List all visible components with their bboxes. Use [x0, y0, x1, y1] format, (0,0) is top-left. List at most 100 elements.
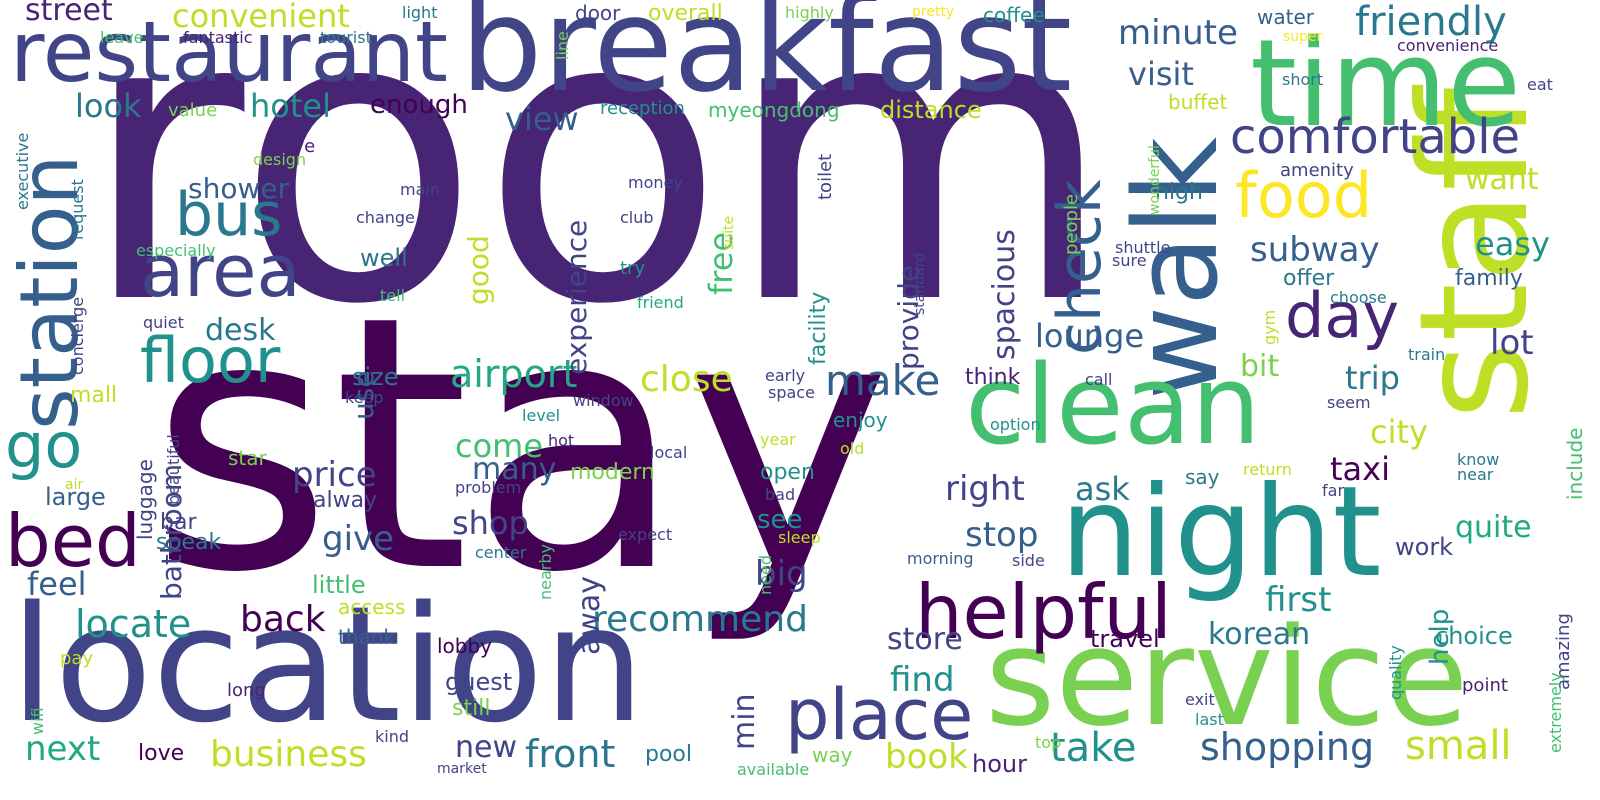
word-nearby: nearby: [536, 544, 555, 600]
word-amenity: amenity: [1280, 160, 1354, 181]
word-concierge: concierge: [68, 296, 87, 375]
word-breakfast: breakfast: [460, 0, 1073, 121]
word-family: family: [1455, 266, 1523, 291]
word-new: new: [455, 730, 518, 765]
word-keep: keep: [345, 388, 384, 407]
word-light: light: [402, 3, 438, 22]
word-back: back: [240, 599, 326, 640]
word-travel: travel: [1090, 625, 1160, 653]
word-buffet: buffet: [1168, 90, 1228, 114]
word-standard: standard: [912, 252, 928, 315]
word-last: last: [1195, 710, 1224, 729]
word-bar: bar: [160, 510, 197, 535]
word-big: big: [755, 554, 808, 594]
word-make: make: [825, 356, 941, 405]
word-available: available: [737, 760, 810, 779]
word-guest: guest: [445, 668, 513, 696]
word-side: side: [1012, 551, 1045, 570]
word-old: old: [840, 439, 865, 458]
word-look: look: [75, 87, 142, 125]
word-size: size: [352, 363, 399, 391]
word-highly: highly: [785, 3, 834, 22]
word-day: day: [1285, 279, 1400, 352]
word-feel: feel: [27, 565, 87, 603]
word-high: high: [1155, 180, 1203, 205]
word-trip: trip: [1345, 359, 1400, 397]
word-quality: quality: [1386, 645, 1405, 700]
word-large: large: [45, 483, 106, 511]
word-enjoy: enjoy: [833, 408, 888, 432]
word-away: away: [572, 575, 607, 655]
word-point: point: [1462, 675, 1508, 696]
word-morning: morning: [907, 549, 974, 568]
word-bed: bed: [5, 499, 141, 583]
word-still: still: [452, 696, 491, 721]
word-distance: distance: [880, 96, 982, 124]
word-airport: airport: [450, 352, 578, 396]
word-call: call: [1085, 370, 1113, 389]
word-air: air: [65, 477, 84, 493]
word-especially: especially: [136, 241, 216, 260]
word-shuttle: shuttle: [1115, 238, 1171, 257]
word-space: space: [768, 383, 815, 402]
word-reception: reception: [600, 98, 685, 119]
word-room: room: [80, 0, 1115, 392]
word-short: short: [1282, 70, 1324, 89]
word-view: view: [505, 100, 579, 138]
word-sleep: sleep: [778, 528, 821, 547]
word-area: area: [140, 229, 301, 313]
word-easy: easy: [1475, 225, 1550, 263]
word-leave: leave: [100, 28, 144, 47]
word-pretty: pretty: [912, 4, 955, 20]
word-shop: shop: [452, 504, 529, 542]
word-locate: locate: [75, 602, 192, 646]
word-book: book: [885, 737, 968, 777]
word-exit: exit: [1185, 690, 1215, 709]
word-executive: executive: [13, 132, 32, 210]
word-open: open: [760, 460, 815, 485]
word-shopping: shopping: [1200, 725, 1375, 769]
word-well: well: [360, 244, 408, 272]
word-friend: friend: [637, 293, 684, 312]
word-lot: lot: [1490, 323, 1534, 363]
word-price: price: [292, 455, 377, 495]
word-sure: sure: [1112, 251, 1147, 270]
word-modern: modern: [570, 460, 655, 485]
word-wifi: wifi: [28, 707, 47, 735]
word-kind: kind: [375, 727, 410, 746]
word-coffee: coffee: [983, 3, 1045, 27]
word-quite: quite: [1455, 510, 1532, 545]
word-taxi: taxi: [1330, 450, 1390, 488]
word-bus: bus: [175, 180, 283, 250]
word-beautiful: beautiful: [164, 434, 183, 505]
word-tourist: tourist: [320, 28, 372, 47]
word-line: line: [553, 31, 572, 60]
word-experience: experience: [560, 219, 593, 375]
word-restaurant: restaurant: [10, 3, 448, 101]
word-window: window: [573, 391, 634, 410]
word-help: help: [1425, 608, 1455, 665]
word-night: night: [1060, 460, 1382, 605]
word-design: design: [253, 150, 307, 169]
word-subway: subway: [1250, 230, 1380, 270]
word-local: local: [650, 443, 688, 462]
word-door: door: [575, 1, 621, 25]
word-bit: bit: [1240, 349, 1280, 384]
word-level: level: [522, 406, 561, 425]
word-front: front: [525, 732, 616, 776]
word-next: next: [25, 729, 101, 769]
word-food: food: [1235, 159, 1373, 232]
word-enough: enough: [370, 90, 468, 120]
word-helpful: helpful: [915, 568, 1172, 656]
word-spacious: spacious: [987, 229, 1022, 360]
word-main: main: [400, 180, 440, 199]
word-recommend: recommend: [592, 599, 808, 640]
word-mall: mall: [70, 383, 118, 408]
word-include: include: [1563, 427, 1587, 500]
word-love: love: [138, 741, 185, 766]
word-request: request: [68, 179, 87, 240]
word-value: value: [168, 100, 218, 121]
word-return: return: [1243, 460, 1292, 479]
word-arrive: arrive: [263, 136, 316, 157]
